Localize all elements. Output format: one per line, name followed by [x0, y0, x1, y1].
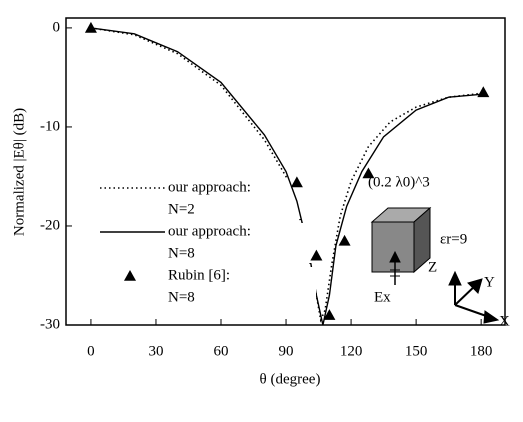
- y-tick-label: -10: [40, 118, 60, 134]
- legend-label: our approach:: [168, 179, 251, 195]
- legend-label: our approach:: [168, 223, 251, 239]
- x-tick-label: 180: [470, 343, 493, 359]
- y-tick-label: -20: [40, 217, 60, 233]
- legend-label: N=8: [168, 289, 195, 305]
- annotation: Ex: [374, 289, 391, 305]
- y-axis-label: Normalized |Eθ| (dB): [11, 108, 27, 236]
- x-tick-label: 30: [148, 343, 163, 359]
- legend-label: N=8: [168, 245, 195, 261]
- legend-marker: [124, 270, 136, 281]
- y-tick-label: 0: [53, 19, 61, 35]
- data-point: [477, 86, 489, 97]
- annotation: X: [499, 313, 510, 329]
- annotation: Z: [428, 259, 437, 275]
- annotation: Y: [484, 274, 495, 290]
- data-point: [339, 235, 351, 246]
- annotation: (0.2 λ0)^3: [368, 174, 430, 190]
- x-tick-label: 120: [340, 343, 363, 359]
- legend-label: N=2: [168, 201, 195, 217]
- chart: θ (degree) Normalized |Eθ| (dB) (0.2 λ0)…: [0, 0, 523, 417]
- x-tick-label: 90: [279, 343, 294, 359]
- annotation: εr=9: [440, 231, 467, 247]
- x-tick-label: 150: [405, 343, 428, 359]
- legend-label: Rubin [6]:: [168, 267, 230, 283]
- x-tick-label: 60: [214, 343, 229, 359]
- data-point: [85, 22, 97, 33]
- y-tick-label: -30: [40, 316, 60, 332]
- x-tick-label: 0: [87, 343, 95, 359]
- x-axis-label: θ (degree): [260, 371, 321, 387]
